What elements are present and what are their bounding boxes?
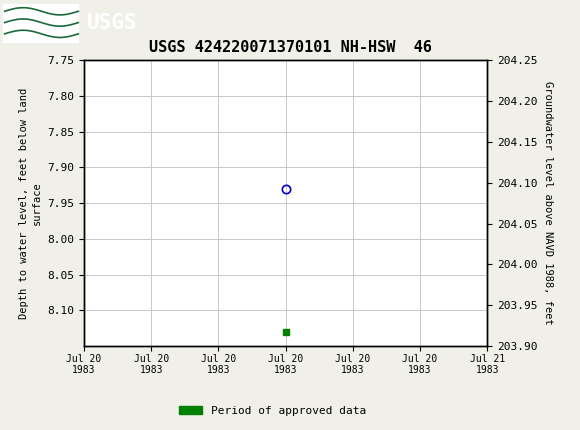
Text: USGS 424220071370101 NH-HSW  46: USGS 424220071370101 NH-HSW 46 [148, 40, 432, 55]
Legend: Period of approved data: Period of approved data [175, 401, 370, 420]
Text: USGS: USGS [87, 12, 137, 33]
Y-axis label: Groundwater level above NAVD 1988, feet: Groundwater level above NAVD 1988, feet [543, 81, 553, 325]
Y-axis label: Depth to water level, feet below land
surface: Depth to water level, feet below land su… [19, 88, 42, 319]
Bar [3, 3, 78, 42]
